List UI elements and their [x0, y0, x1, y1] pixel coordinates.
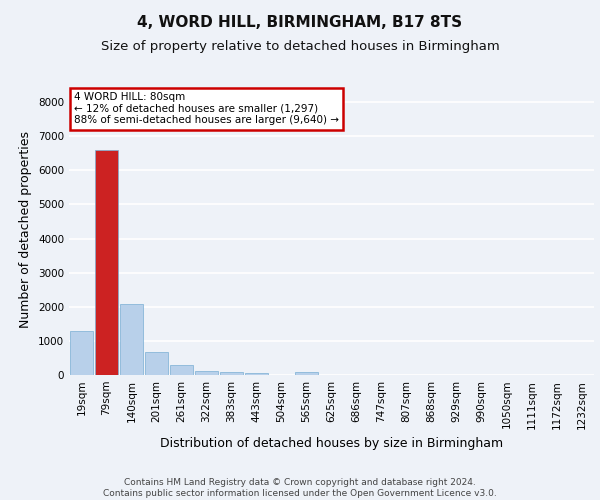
Bar: [245, 373, 268, 375]
Bar: [220, 372, 243, 375]
Bar: [95, 150, 118, 375]
Text: Size of property relative to detached houses in Birmingham: Size of property relative to detached ho…: [101, 40, 499, 53]
Bar: [195, 370, 218, 375]
X-axis label: Distribution of detached houses by size in Birmingham: Distribution of detached houses by size …: [160, 437, 503, 450]
Text: 4, WORD HILL, BIRMINGHAM, B17 8TS: 4, WORD HILL, BIRMINGHAM, B17 8TS: [137, 15, 463, 30]
Text: 4 WORD HILL: 80sqm
← 12% of detached houses are smaller (1,297)
88% of semi-deta: 4 WORD HILL: 80sqm ← 12% of detached hou…: [74, 92, 339, 126]
Bar: [120, 304, 143, 375]
Bar: [70, 330, 93, 375]
Bar: [295, 372, 318, 375]
Bar: [170, 365, 193, 375]
Y-axis label: Number of detached properties: Number of detached properties: [19, 132, 32, 328]
Bar: [145, 352, 168, 375]
Text: Contains HM Land Registry data © Crown copyright and database right 2024.
Contai: Contains HM Land Registry data © Crown c…: [103, 478, 497, 498]
